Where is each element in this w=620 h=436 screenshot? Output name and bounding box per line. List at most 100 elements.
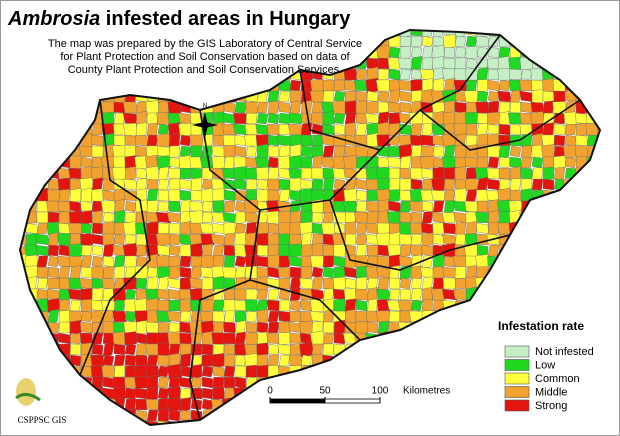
map-cell [311, 101, 324, 114]
map-cell [234, 299, 247, 312]
map-cell [134, 145, 149, 158]
map-cell [80, 298, 93, 313]
map-cell [256, 365, 269, 378]
map-cell [190, 189, 203, 202]
map-cell [47, 277, 60, 290]
map-cell [465, 57, 478, 70]
map-cell [222, 112, 237, 125]
map-cell [267, 321, 280, 334]
map-cell [333, 112, 346, 125]
map-cell [157, 387, 170, 400]
map-cell [200, 233, 215, 246]
map-cell [102, 288, 115, 301]
map-cell [355, 276, 368, 291]
map-cell [377, 101, 390, 114]
map-cell [146, 178, 159, 191]
map-cell [267, 134, 280, 147]
map-cell [322, 321, 335, 334]
map-cell [332, 167, 347, 180]
map-cell [454, 166, 467, 181]
map-cell [343, 154, 358, 171]
map-cell [410, 211, 423, 224]
map-cell [289, 90, 302, 103]
map-cell [47, 266, 60, 279]
map-cell [168, 189, 181, 202]
map-cell [355, 244, 368, 257]
map-cell [333, 79, 346, 92]
map-cell [68, 222, 83, 235]
map-cell [157, 275, 170, 292]
map-cell [124, 310, 137, 323]
map-cell [421, 57, 434, 70]
logo-text: CSPPSC GIS [18, 415, 67, 425]
map-cell [102, 320, 115, 335]
map-cell [157, 354, 170, 367]
map-cell [410, 277, 423, 290]
scale-segment [324, 398, 381, 404]
map-cell [179, 297, 192, 314]
map-cell [278, 221, 291, 236]
map-cell [355, 200, 368, 213]
map-cell [256, 308, 269, 325]
map-cell [475, 211, 490, 224]
map-cell [266, 123, 281, 136]
map-cell [189, 134, 204, 147]
map-cell [256, 288, 269, 301]
map-cell [113, 343, 126, 356]
map-cell [507, 112, 524, 125]
map-cell [289, 177, 302, 192]
map-cell [542, 78, 555, 93]
map-cell [113, 265, 126, 280]
map-cell [256, 354, 269, 367]
map-cell [377, 90, 390, 103]
map-cell [596, 123, 600, 136]
map-cell [223, 343, 236, 356]
map-cell [168, 409, 181, 422]
map-cell [443, 178, 456, 191]
map-cell [223, 365, 236, 378]
map-cell [156, 133, 171, 148]
map-cell [322, 266, 335, 279]
map-cell [222, 123, 237, 136]
map-cell [189, 288, 204, 301]
map-cell [168, 255, 181, 268]
map-cell [454, 68, 467, 81]
map-cell [102, 277, 115, 290]
map-cell [399, 233, 412, 246]
map-cell [487, 35, 500, 48]
map-cell [124, 343, 137, 356]
map-cell [234, 310, 247, 323]
compass-label: N [203, 104, 207, 110]
map-cell [212, 387, 225, 400]
map-cell [322, 90, 335, 103]
map-cell [113, 365, 126, 378]
map-cell [222, 266, 237, 279]
map-cell [289, 354, 302, 367]
map-cell [223, 189, 236, 202]
map-cell [531, 88, 544, 105]
map-cell [78, 145, 95, 158]
map-cell [113, 386, 126, 401]
map-cell [431, 288, 446, 301]
map-cell [135, 320, 148, 335]
map-cell [498, 156, 511, 169]
map-cell [179, 332, 192, 345]
map-cell [399, 211, 412, 224]
map-cell [289, 79, 302, 92]
map-cell [476, 189, 489, 202]
map-cell [245, 145, 258, 158]
map-cell [245, 299, 258, 312]
map-cell [47, 308, 60, 325]
map-cell [190, 242, 203, 259]
map-cell [322, 255, 335, 268]
map-cell [464, 156, 479, 169]
map-cell [354, 288, 369, 301]
map-cell [465, 134, 478, 147]
map-cell [267, 100, 280, 115]
map-cell [36, 222, 49, 235]
map-cell [244, 244, 259, 257]
map-cell [223, 222, 236, 235]
legend-label: Not infested [535, 346, 594, 358]
map-cell [442, 222, 457, 235]
